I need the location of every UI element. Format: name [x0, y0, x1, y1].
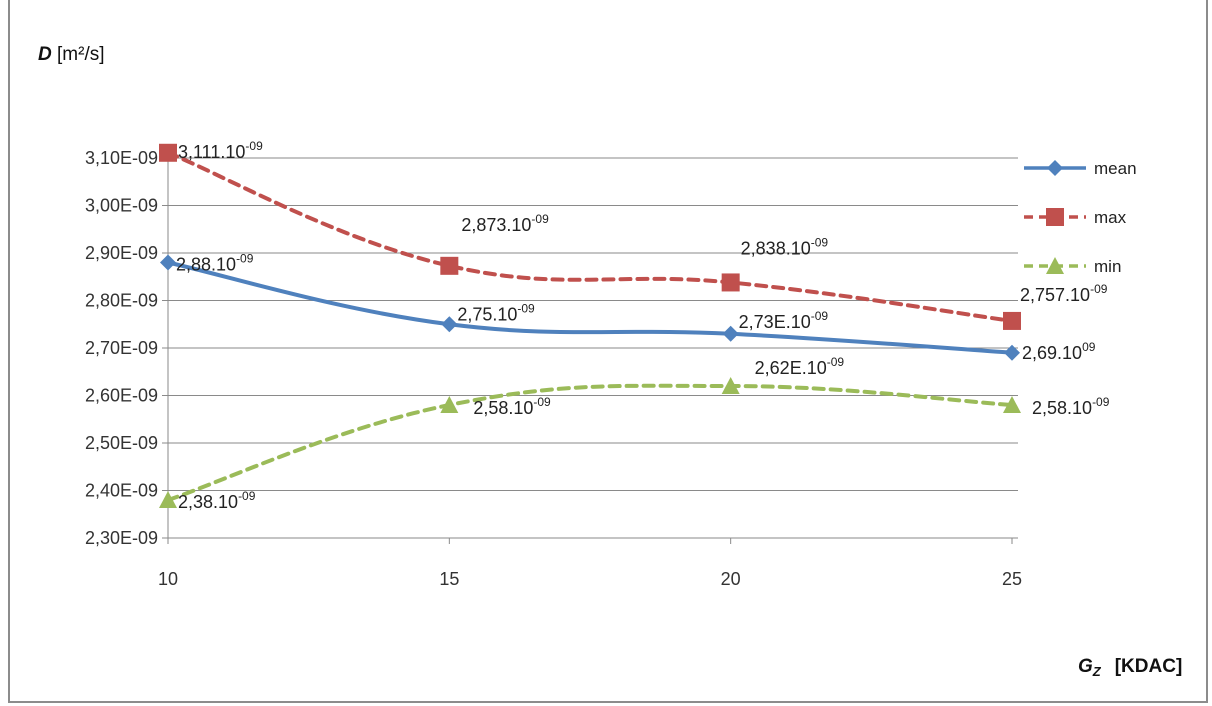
y-axis-unit: [m²/s] — [52, 44, 105, 65]
series-line-max — [166, 150, 1014, 323]
data-label-min: 2,62E.10-09 — [755, 355, 845, 378]
legend-label-max: max — [1094, 208, 1127, 227]
x-axis-unit: [KDAC] — [1115, 656, 1183, 677]
y-tick-label: 2,50E-09 — [85, 433, 158, 453]
marker-min — [440, 396, 459, 413]
marker-min — [159, 491, 177, 508]
x-tick-label: 10 — [158, 569, 178, 589]
data-label-base: 2,73E.10 — [739, 312, 811, 332]
data-label-base: 2,873.10 — [461, 215, 531, 235]
data-label-max: 2,838.10-09 — [741, 235, 829, 258]
y-axis-title: D [m²/s] — [38, 44, 105, 65]
data-label-exponent: -09 — [1092, 395, 1110, 409]
y-tick-label: 2,80E-09 — [85, 291, 158, 311]
chart-frame — [8, 0, 1208, 703]
data-label-base: 2,69.10 — [1022, 343, 1082, 363]
data-label-exponent: -09 — [811, 309, 829, 323]
marker-min — [721, 377, 740, 394]
data-label-base: 2,38.10 — [178, 492, 238, 512]
data-label-exponent: -09 — [245, 139, 263, 153]
legend-label-mean: mean — [1094, 159, 1137, 178]
y-tick-label: 2,60E-09 — [85, 386, 158, 406]
y-tick-label: 2,90E-09 — [85, 243, 158, 263]
axes: 2,30E-09 2,40E-09 2,50E-09 2,60E-09 2,70E-09… — [85, 148, 1022, 589]
data-label-base: 2,88.10 — [176, 255, 236, 275]
x-tick-label: 25 — [1002, 569, 1022, 589]
x-axis-subscript: Z — [1092, 664, 1102, 679]
grid — [168, 157, 1018, 491]
data-label-min: 2,58.10-09 — [473, 395, 551, 418]
data-label-base: 2,838.10 — [741, 238, 811, 258]
legend-marker-mean — [1047, 160, 1063, 176]
data-label-min: 2,38.10-09 — [178, 489, 256, 512]
y-tick-label: 2,40E-09 — [85, 481, 158, 501]
data-label-exponent: -09 — [827, 355, 845, 369]
data-label-base: 2,757.10 — [1020, 285, 1090, 305]
data-label-base: 2,58.10 — [1032, 398, 1092, 418]
data-label-base: 2,62E.10 — [755, 358, 827, 378]
marker-mean — [722, 325, 739, 342]
data-label-exponent: -09 — [238, 489, 256, 503]
marker-max — [721, 273, 740, 292]
marker-mean — [441, 316, 458, 333]
data-label-mean: 2,75.10-09 — [457, 301, 535, 324]
data-label-exponent: -09 — [517, 301, 535, 315]
series-line-min — [166, 383, 1014, 502]
y-tick-label: 2,30E-09 — [85, 528, 158, 548]
x-axis-title: GZ [KDAC] — [1078, 656, 1182, 679]
data-label-exponent: -09 — [1090, 282, 1108, 296]
legend-label-min: min — [1094, 257, 1121, 276]
data-label-mean: 2,73E.10-09 — [739, 309, 829, 332]
marker-min — [1003, 396, 1021, 413]
data-label-max: 2,757.10-09 — [1020, 282, 1108, 305]
data-label-mean: 2,69.1009 — [1022, 340, 1096, 363]
data-label-exponent: -09 — [533, 395, 551, 409]
data-label-base: 3,111.10 — [178, 142, 245, 162]
data-label-base: 2,58.10 — [473, 398, 533, 418]
data-label-exponent: 09 — [1082, 340, 1096, 354]
x-axis-symbol: G — [1078, 656, 1093, 677]
x-tick-label: 15 — [439, 569, 459, 589]
marker-max — [1003, 311, 1021, 330]
data-label-mean: 2,88.10-09 — [176, 252, 254, 275]
series-markers — [159, 143, 1021, 508]
data-label-max: 3,111.10-09 — [178, 139, 263, 162]
data-label-min: 2,58.10-09 — [1032, 395, 1110, 418]
y-axis-symbol: D — [38, 44, 52, 65]
legend: mean max min — [1024, 159, 1137, 276]
marker-max — [159, 143, 177, 162]
data-labels: 2,88.10-092,75.10-092,73E.10-092,69.1009… — [176, 139, 1110, 512]
legend-marker-max — [1046, 208, 1064, 226]
y-tick-label: 2,70E-09 — [85, 338, 158, 358]
data-label-exponent: -09 — [531, 212, 549, 226]
series-line-mean — [166, 260, 1014, 355]
y-tick-label: 3,00E-09 — [85, 196, 158, 216]
data-label-exponent: -09 — [236, 252, 254, 266]
series-lines — [166, 150, 1014, 502]
marker-mean — [160, 254, 176, 271]
legend-marker-min — [1046, 257, 1064, 274]
marker-max — [440, 256, 459, 275]
data-label-exponent: -09 — [811, 235, 829, 249]
y-tick-label: 3,10E-09 — [85, 148, 158, 168]
data-label-base: 2,75.10 — [457, 304, 517, 324]
marker-mean — [1004, 344, 1020, 361]
x-tick-label: 20 — [721, 569, 741, 589]
data-label-max: 2,873.10-09 — [461, 212, 549, 235]
